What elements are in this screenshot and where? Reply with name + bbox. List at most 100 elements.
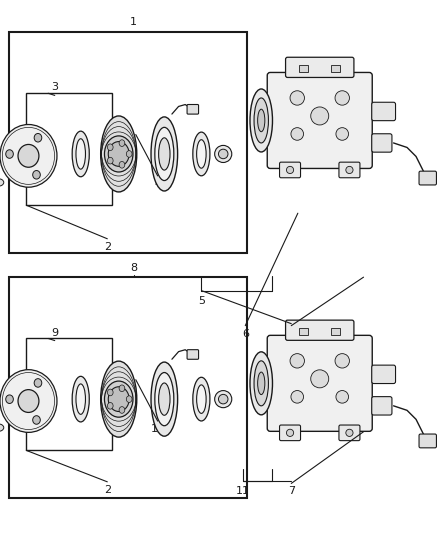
Ellipse shape	[250, 352, 272, 415]
Circle shape	[286, 166, 293, 174]
FancyBboxPatch shape	[286, 320, 354, 341]
FancyBboxPatch shape	[267, 335, 372, 431]
FancyBboxPatch shape	[279, 162, 300, 178]
FancyBboxPatch shape	[419, 434, 436, 448]
Text: 11: 11	[236, 487, 250, 496]
Text: 3: 3	[51, 83, 58, 92]
Bar	[331, 328, 340, 335]
Ellipse shape	[33, 416, 40, 424]
Ellipse shape	[33, 171, 40, 179]
FancyBboxPatch shape	[286, 57, 354, 77]
FancyBboxPatch shape	[372, 365, 396, 384]
Ellipse shape	[250, 89, 272, 152]
Bar	[299, 64, 308, 72]
FancyBboxPatch shape	[267, 72, 372, 168]
Text: 7: 7	[288, 487, 295, 496]
FancyBboxPatch shape	[187, 104, 198, 114]
FancyBboxPatch shape	[372, 102, 396, 120]
Ellipse shape	[34, 133, 42, 142]
Ellipse shape	[34, 378, 42, 387]
Circle shape	[219, 149, 228, 159]
Bar	[299, 328, 308, 335]
Circle shape	[290, 91, 304, 105]
Ellipse shape	[126, 151, 132, 157]
Ellipse shape	[101, 361, 137, 437]
Text: 7: 7	[288, 329, 295, 338]
Ellipse shape	[193, 132, 210, 176]
Ellipse shape	[151, 117, 178, 191]
Ellipse shape	[155, 127, 174, 181]
Circle shape	[291, 391, 304, 403]
Ellipse shape	[101, 116, 137, 192]
FancyBboxPatch shape	[187, 350, 198, 359]
Ellipse shape	[197, 385, 206, 414]
Ellipse shape	[0, 424, 4, 431]
FancyBboxPatch shape	[339, 162, 360, 178]
Text: 9: 9	[51, 328, 58, 337]
Ellipse shape	[105, 136, 133, 172]
FancyBboxPatch shape	[279, 425, 300, 441]
Bar	[26, 338, 112, 450]
Ellipse shape	[126, 396, 132, 402]
FancyBboxPatch shape	[419, 171, 436, 185]
Circle shape	[291, 128, 304, 140]
Circle shape	[215, 146, 232, 163]
Ellipse shape	[254, 98, 268, 143]
Ellipse shape	[159, 138, 170, 170]
FancyBboxPatch shape	[372, 134, 392, 152]
Ellipse shape	[105, 381, 133, 417]
Text: 2: 2	[104, 485, 111, 495]
Ellipse shape	[0, 179, 4, 186]
Circle shape	[290, 353, 304, 368]
Text: 8: 8	[130, 263, 137, 272]
Bar	[9, 277, 247, 498]
Text: 5: 5	[198, 296, 205, 305]
Ellipse shape	[18, 144, 39, 167]
Ellipse shape	[76, 139, 85, 169]
Ellipse shape	[258, 109, 265, 132]
Ellipse shape	[0, 125, 57, 187]
Ellipse shape	[107, 402, 113, 409]
Circle shape	[346, 429, 353, 437]
Ellipse shape	[119, 161, 125, 168]
Circle shape	[335, 91, 350, 105]
Ellipse shape	[107, 144, 113, 151]
Circle shape	[346, 166, 353, 174]
Ellipse shape	[76, 384, 85, 414]
Circle shape	[311, 107, 329, 125]
Bar	[331, 64, 340, 72]
Ellipse shape	[119, 140, 125, 147]
Text: 6: 6	[242, 329, 249, 338]
Bar	[26, 93, 112, 205]
Ellipse shape	[119, 407, 125, 413]
Ellipse shape	[6, 395, 13, 403]
Circle shape	[311, 370, 329, 388]
Ellipse shape	[193, 377, 210, 421]
Circle shape	[219, 394, 228, 404]
Ellipse shape	[72, 376, 89, 422]
Ellipse shape	[107, 157, 113, 164]
Text: 10: 10	[151, 424, 165, 434]
Circle shape	[215, 391, 232, 408]
Ellipse shape	[258, 372, 265, 394]
Ellipse shape	[151, 362, 178, 436]
Text: 1: 1	[130, 18, 137, 27]
Ellipse shape	[108, 142, 129, 166]
Ellipse shape	[72, 131, 89, 177]
Ellipse shape	[6, 150, 13, 158]
Text: 2: 2	[104, 242, 111, 252]
Ellipse shape	[254, 361, 268, 406]
Ellipse shape	[0, 370, 57, 432]
Circle shape	[335, 353, 350, 368]
Ellipse shape	[119, 385, 125, 392]
Ellipse shape	[155, 373, 174, 426]
Circle shape	[336, 391, 349, 403]
Ellipse shape	[18, 390, 39, 413]
Bar	[9, 32, 247, 253]
Ellipse shape	[107, 389, 113, 396]
Ellipse shape	[108, 387, 129, 411]
FancyBboxPatch shape	[339, 425, 360, 441]
FancyBboxPatch shape	[372, 397, 392, 415]
Text: 4: 4	[154, 179, 161, 189]
Ellipse shape	[197, 140, 206, 168]
